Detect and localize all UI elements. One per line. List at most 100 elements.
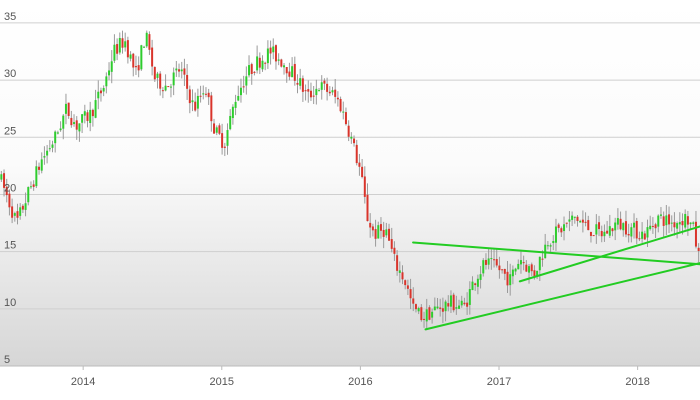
candle-up: [568, 219, 571, 222]
y-tick-label: 5: [4, 354, 10, 366]
candle-up: [649, 225, 652, 230]
y-tick-label: 35: [4, 11, 16, 23]
candle-up: [315, 88, 318, 96]
candle-down: [353, 138, 356, 144]
candle-down: [592, 235, 595, 237]
candle-down: [204, 93, 207, 95]
candle-up: [318, 90, 321, 92]
candle-down: [651, 225, 654, 227]
candle-down: [178, 69, 181, 72]
candle-down: [213, 123, 216, 134]
plot-background: [0, 0, 700, 366]
candle-down: [32, 184, 35, 187]
candle-down: [409, 289, 412, 299]
candle-up: [81, 114, 84, 123]
candle-down: [530, 264, 533, 272]
candle-down: [466, 302, 469, 307]
candle-down: [38, 166, 41, 170]
y-tick-label: 20: [4, 182, 16, 194]
candle-up: [196, 95, 199, 109]
candle-up: [118, 37, 121, 53]
candle-up: [417, 307, 420, 312]
x-tick-label: 2018: [625, 376, 649, 388]
candle-up: [573, 216, 576, 218]
candle-down: [269, 47, 272, 54]
candle-up: [78, 123, 81, 132]
candle-down: [654, 224, 657, 229]
candle-down: [439, 307, 442, 309]
candle-up: [175, 68, 178, 71]
candle-down: [159, 73, 162, 89]
candle-down: [218, 125, 221, 134]
candle-up: [64, 103, 67, 114]
candle-up: [110, 61, 113, 72]
trendline-2: [424, 262, 700, 331]
candle-down: [134, 66, 137, 68]
candle-down: [557, 224, 560, 228]
candle-down: [210, 95, 213, 122]
candle-down: [606, 230, 609, 234]
candle-up: [571, 215, 574, 220]
candle-up: [13, 213, 16, 216]
y-axis: 5 10 15 20 25 30 35: [4, 11, 16, 366]
candle-up: [266, 48, 269, 64]
candle-down: [452, 294, 455, 311]
candle-up: [169, 86, 172, 88]
candle-down: [221, 133, 224, 148]
candle-up: [549, 245, 552, 247]
candle-down: [363, 176, 366, 197]
candle-down: [148, 34, 151, 50]
candle-down: [441, 308, 444, 312]
candle-down: [498, 265, 501, 271]
candle-down: [414, 304, 417, 310]
candle-down: [525, 264, 528, 272]
candle-down: [366, 194, 369, 222]
candle-up: [563, 224, 566, 232]
candle-down: [560, 228, 563, 233]
candle-down: [541, 258, 544, 260]
candle-up: [0, 174, 3, 180]
candle-down: [662, 216, 665, 226]
candle-down: [153, 67, 156, 80]
candle-up: [633, 222, 636, 228]
y-tick-label: 25: [4, 125, 16, 137]
candle-up: [43, 156, 46, 158]
candle-down: [70, 117, 73, 126]
candle-up: [659, 214, 662, 216]
candle-down: [183, 68, 186, 75]
candle-down: [301, 78, 304, 92]
candle-down: [484, 259, 487, 265]
candle-up: [692, 222, 695, 224]
candle-up: [245, 76, 248, 86]
candle-up: [622, 223, 625, 231]
candle-up: [350, 136, 353, 139]
candle-up: [277, 59, 280, 61]
candle-down: [619, 218, 622, 230]
candle-up: [202, 93, 205, 95]
trendline-1: [412, 241, 700, 266]
candle-up: [425, 309, 428, 322]
candle-down: [390, 239, 393, 249]
candle-up: [54, 131, 57, 144]
candle-down: [581, 219, 584, 223]
candle-up: [191, 100, 194, 103]
candle-down: [126, 40, 129, 58]
candle-up: [684, 213, 687, 228]
candle-up: [113, 44, 116, 61]
candle-down: [358, 162, 361, 167]
candle-down: [686, 216, 689, 225]
candle-down: [161, 90, 164, 92]
candle-down: [587, 220, 590, 231]
candle-up: [129, 54, 132, 59]
candle-down: [393, 247, 396, 254]
candle-up: [272, 46, 275, 53]
candle-down: [611, 228, 614, 232]
candle-up: [476, 278, 479, 287]
candle-up: [689, 222, 692, 225]
candle-down: [371, 226, 374, 231]
candle-down: [643, 233, 646, 240]
candle-down: [344, 112, 347, 125]
candle-up: [145, 32, 148, 47]
candle-down: [304, 90, 307, 92]
candle-down: [334, 89, 337, 97]
